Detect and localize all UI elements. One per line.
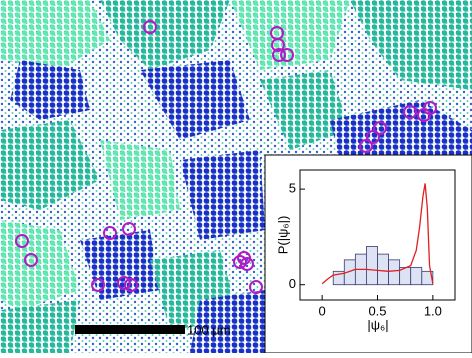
histogram-bar: [378, 254, 389, 285]
x-tick-label: 0.5: [368, 303, 386, 318]
histogram-bar: [389, 260, 400, 285]
histogram-bar: [366, 246, 377, 284]
page: {"scale_bar": "100 μm", "chart_data": {"…: [0, 0, 472, 358]
scale-bar: [75, 325, 185, 334]
y-axis-label: P(|ψ₆|): [275, 216, 290, 255]
x-tick-label: 0: [319, 303, 326, 318]
x-tick-label: 1.0: [424, 303, 442, 318]
x-axis-label: |ψ₆|: [367, 317, 388, 332]
figure: 100 μm P(|ψ₆|) |ψ₆| 0 0.5 1.0 0 5: [0, 0, 472, 353]
histogram-bar: [411, 268, 422, 285]
y-tick-label: 0: [289, 276, 296, 291]
scale-bar-label: 100 μm: [187, 322, 231, 337]
y-tick-label: 5: [289, 181, 296, 196]
